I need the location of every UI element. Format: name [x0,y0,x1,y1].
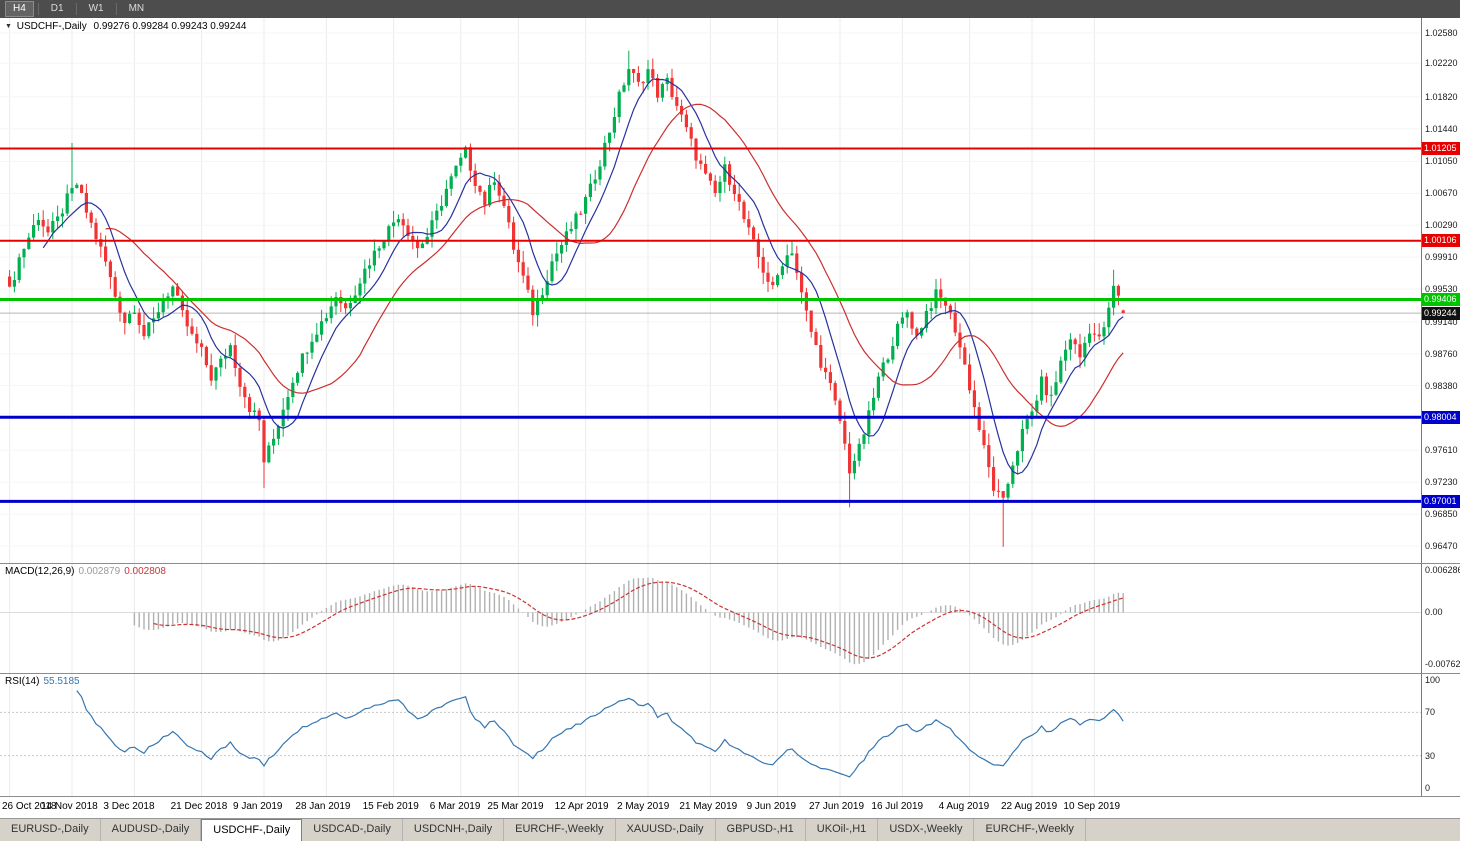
ma-fast-line [42,78,1124,475]
macd-main-value: 0.002879 [78,566,121,577]
rsi-value: 55.5185 [43,676,80,687]
date-label: 6 Mar 2019 [429,801,481,812]
rsi-scale-label: 100 [1425,675,1441,685]
chart-tab-gbpusd-h1-7[interactable]: GBPUSD-,H1 [716,819,806,841]
chart-symbol-title: USDCHF-,Daily [16,21,87,32]
chart-tab-usdcad-daily-3[interactable]: USDCAD-,Daily [302,819,403,841]
price-scale-label: 0.98380 [1425,380,1458,391]
price-level-badge: 1.00106 [1422,234,1460,248]
chart-tab-audusd-daily-1[interactable]: AUDUSD-,Daily [101,819,202,841]
price-scale-label: 1.00290 [1425,220,1458,231]
chart-ohlc-values: 0.99276 0.99284 0.99243 0.99244 [93,21,247,32]
macd-plot[interactable]: MACD(12,26,9) 0.002879 0.002808 [0,564,1421,674]
date-label: 15 Feb 2019 [362,801,419,812]
time-axis[interactable]: 26 Oct 2018 14 Nov 2018 3 Dec 2018 21 Dec 2… [0,796,1460,818]
date-label: 10 Sep 2019 [1063,801,1121,812]
chart-tab-eurchf-weekly-5[interactable]: EURCHF-,Weekly [504,819,616,841]
rsi-scale-label: 70 [1425,707,1436,718]
rsi-label: RSI(14) 55.5185 [5,676,80,687]
rsi-chart[interactable] [0,674,1421,797]
date-label: 27 Jun 2019 [809,801,865,812]
price-scale-label: 1.00670 [1425,188,1458,199]
price-level-badge: 0.99406 [1422,292,1460,306]
macd-scale-label: 0.006286 [1425,565,1460,575]
rsi-panel: RSI(14) 55.5185 100 70 30 0 [0,673,1460,797]
rsi-scale-label: 0 [1425,783,1431,793]
price-scale-label: 1.02220 [1425,58,1458,69]
macd-scale-label: 0.00 [1425,607,1443,618]
rsi-scale-label: 30 [1425,750,1436,761]
date-label: 26 Oct 2018 [2,801,57,812]
chart-tab-usdcnh-daily-4[interactable]: USDCNH-,Daily [403,819,505,841]
chart-tab-ukoil-h1-8[interactable]: UKOil-,H1 [806,819,879,841]
chart-tab-xauusd-daily-6[interactable]: XAUUSD-,Daily [616,819,716,841]
price-scale[interactable]: 1.02580 1.02220 1.01820 1.01440 1.01050 1.006… [1421,18,1460,563]
price-scale-label: 0.98760 [1425,348,1458,359]
price-level-badge: 0.98004 [1422,410,1460,424]
price-scale-label: 0.96850 [1425,509,1458,520]
macd-panel: MACD(12,26,9) 0.002879 0.002808 0.006286 0.… [0,563,1460,674]
toolbar-separator [115,3,117,15]
date-label: 25 Mar 2019 [487,801,544,812]
chart-tab-usdchf-daily-2[interactable]: USDCHF-,Daily [201,819,303,841]
date-label: 14 Nov 2018 [41,801,98,812]
price-scale-label: 1.01050 [1425,156,1458,167]
chart-title: ▼ USDCHF-,Daily 0.99276 0.99284 0.99243 … [5,21,246,32]
date-label: 9 Jan 2019 [233,801,283,812]
date-label: 22 Aug 2019 [1001,801,1058,812]
price-scale-label: 1.01440 [1425,123,1458,134]
date-label: 12 Apr 2019 [554,801,609,812]
date-label: 4 Aug 2019 [938,801,990,812]
chart-tab-eurchf-weekly-10[interactable]: EURCHF-,Weekly [974,819,1086,841]
chart-tab-usdx-weekly-9[interactable]: USDX-,Weekly [878,819,975,841]
candlestick-chart[interactable] [0,18,1421,563]
toolbar-separator [75,3,77,15]
rsi-line [76,690,1124,778]
macd-histogram [133,577,1124,665]
price-scale-label: 0.99140 [1425,316,1458,327]
timeframe-button-h4[interactable]: H4 [5,1,34,17]
price-scale-label: 0.97230 [1425,477,1458,488]
date-label: 28 Jan 2019 [295,801,351,812]
rsi-plot[interactable]: RSI(14) 55.5185 [0,674,1421,797]
main-chart-plot[interactable]: ▼ USDCHF-,Daily 0.99276 0.99284 0.99243 … [0,18,1421,563]
price-scale-label: 1.01820 [1425,91,1458,102]
collapse-indicator-icon[interactable]: ▼ [5,23,12,30]
price-scale-label: 0.97610 [1425,445,1458,456]
chart-tab-eurusd-daily-0[interactable]: EURUSD-,Daily [0,819,101,841]
current-price-badge: 0.99244 [1422,306,1460,320]
timeframe-button-w1[interactable]: W1 [88,3,104,14]
price-scale-label: 1.02580 [1425,28,1458,38]
macd-signal-line [153,581,1124,659]
macd-name: MACD(12,26,9) [5,566,75,577]
date-label: 2 May 2019 [617,801,670,812]
date-label: 9 Jun 2019 [746,801,797,812]
macd-scale-label: -0.00762 [1425,659,1460,669]
timeframe-toolbar: H4 D1 W1 MN [0,0,1460,18]
macd-signal-value: 0.002808 [124,566,166,577]
macd-scale[interactable]: 0.006286 0.00 -0.00762 [1421,564,1460,673]
chart-tab-bar: EURUSD-,Daily AUDUSD-,Daily USDCHF-,Daily U… [0,818,1460,841]
price-level-badge: 0.97001 [1422,494,1460,508]
macd-label: MACD(12,26,9) 0.002879 0.002808 [5,566,166,577]
price-level-badge: 1.01205 [1422,141,1460,155]
date-label: 16 Jul 2019 [871,801,924,812]
timeframe-button-d1[interactable]: D1 [50,3,64,14]
price-scale-label: 0.99530 [1425,284,1458,295]
date-label: 21 May 2019 [679,801,738,812]
rsi-name: RSI(14) [5,676,40,687]
date-label: 21 Dec 2018 [170,801,228,812]
ma-slow-line [105,103,1124,428]
price-scale-label: 0.99910 [1425,252,1458,263]
rsi-scale[interactable]: 100 70 30 0 [1421,674,1460,796]
date-label: 3 Dec 2018 [103,801,155,812]
main-chart-panel: ▼ USDCHF-,Daily 0.99276 0.99284 0.99243 … [0,18,1460,563]
macd-chart[interactable] [0,564,1421,674]
price-scale-label: 0.96470 [1425,541,1458,551]
timeframe-button-mn[interactable]: MN [128,3,145,14]
toolbar-separator [37,3,39,15]
